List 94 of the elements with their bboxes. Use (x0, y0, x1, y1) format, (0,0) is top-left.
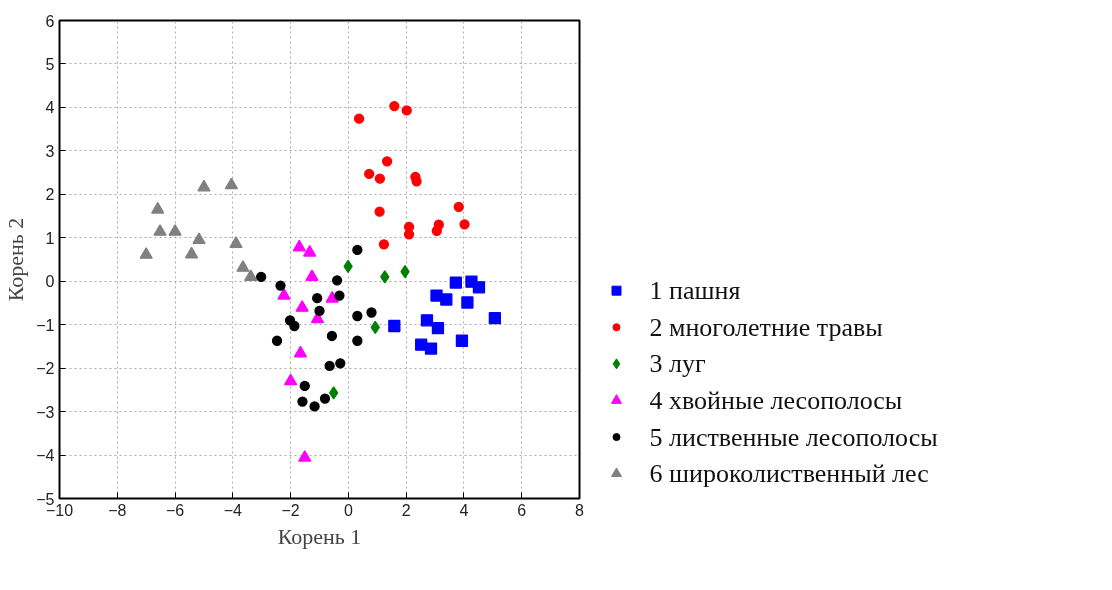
legend-label: 6 широколиственный лес (649, 459, 929, 489)
point (244, 269, 258, 281)
point (455, 334, 469, 347)
point (298, 450, 312, 462)
legend-label: 3 луг (649, 349, 706, 379)
point (277, 287, 291, 300)
point (353, 113, 365, 124)
point (271, 335, 283, 346)
point (352, 310, 363, 322)
point (289, 320, 300, 332)
point (314, 305, 325, 316)
point (411, 176, 422, 187)
point (295, 300, 309, 312)
point (153, 224, 167, 236)
x-tick-label: −6 (165, 501, 185, 519)
point (151, 201, 165, 214)
y-tick-label: 5 (45, 55, 55, 73)
point (283, 373, 298, 386)
legend-label: 4 хвойные лесополосы (649, 385, 903, 415)
y-tick-label: −4 (36, 447, 55, 465)
y-tick-label: 0 (45, 273, 55, 291)
point (299, 380, 310, 392)
point (197, 179, 211, 192)
point (472, 281, 486, 294)
point (459, 219, 470, 230)
point (352, 335, 363, 346)
point (364, 168, 375, 180)
y-tick-label: 3 (45, 142, 55, 160)
x-tick-label: −4 (223, 501, 243, 519)
x-axis-title: Корень 1 (277, 523, 362, 549)
point (309, 401, 320, 412)
point (381, 156, 393, 167)
point (305, 269, 319, 281)
point (440, 293, 453, 306)
legend-label: 5 лиственные лесополосы (649, 422, 938, 452)
point (324, 360, 335, 372)
x-tick-label: 8 (575, 501, 585, 519)
point (184, 246, 199, 259)
point (325, 291, 339, 303)
point (319, 393, 331, 404)
point (488, 312, 502, 325)
point (374, 206, 385, 217)
point (431, 322, 445, 335)
point (453, 201, 464, 213)
y-tick-label: −3 (36, 403, 55, 421)
point (168, 224, 182, 236)
point (326, 330, 338, 342)
point (374, 173, 386, 184)
y-tick-label: −1 (36, 316, 55, 334)
point (366, 307, 377, 318)
y-axis-title: Корень 2 (3, 217, 29, 302)
point (424, 342, 438, 355)
point (292, 239, 306, 252)
point (370, 320, 380, 334)
point (224, 177, 239, 190)
point (420, 314, 434, 327)
y-tick-label: −2 (36, 360, 55, 378)
point (401, 105, 412, 116)
point (303, 244, 317, 257)
point (388, 319, 401, 333)
y-tick-label: 4 (45, 99, 55, 117)
point (192, 232, 206, 245)
point (400, 265, 410, 279)
point (329, 386, 339, 400)
y-tick-label: 6 (45, 12, 55, 30)
point (297, 396, 308, 407)
point (403, 229, 415, 240)
x-tick-label: −2 (281, 501, 300, 519)
y-tick-label: 1 (45, 229, 55, 247)
point (378, 239, 390, 250)
point (312, 293, 323, 304)
point (139, 247, 153, 259)
point (389, 100, 400, 112)
x-tick-label: 4 (459, 501, 469, 519)
point (236, 260, 250, 272)
point (275, 280, 286, 291)
point (461, 296, 474, 309)
point (380, 270, 390, 284)
point (334, 290, 345, 301)
x-tick-label: 6 (517, 501, 527, 519)
point (331, 275, 343, 286)
point (352, 244, 363, 256)
point (449, 276, 463, 289)
y-tick-label: 2 (45, 186, 55, 204)
point (293, 345, 308, 358)
point (255, 271, 267, 283)
legend-label: 2 многолетние травы (649, 312, 883, 342)
point (229, 236, 243, 248)
point (431, 225, 442, 236)
point (335, 358, 346, 369)
x-tick-label: 0 (343, 501, 353, 519)
x-tick-label: −8 (108, 501, 127, 519)
legend-label: 1 пашня (649, 276, 741, 306)
x-tick-label: 2 (401, 501, 411, 519)
